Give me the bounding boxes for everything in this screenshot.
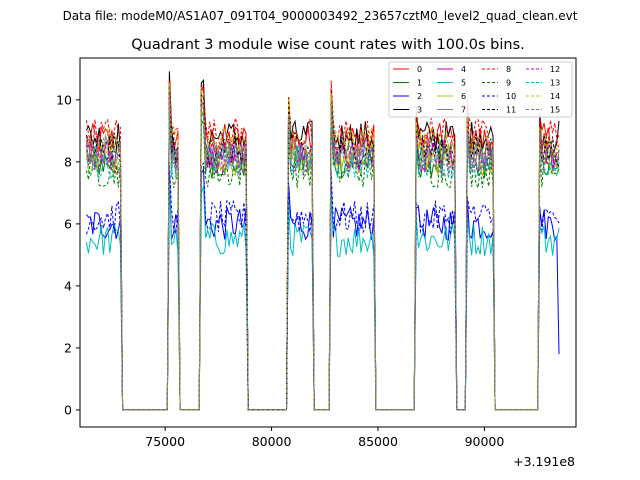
series-line-11 [85, 85, 560, 411]
legend-label-6: 6 [461, 92, 466, 101]
series-line-3 [85, 71, 560, 411]
legend-label-5: 5 [461, 79, 466, 88]
legend-label-4: 4 [461, 65, 466, 74]
legend-label-9: 9 [506, 79, 511, 88]
x-offset-label: +3.191e8 [513, 454, 575, 469]
legend-label-15: 15 [550, 106, 560, 115]
series-line-10 [85, 161, 560, 411]
series-line-4 [85, 99, 560, 411]
x-tick-label: 85000 [358, 434, 398, 449]
legend-label-3: 3 [417, 106, 422, 115]
series-line-5 [85, 182, 560, 411]
legend-label-10: 10 [506, 92, 516, 101]
plot-frame [79, 57, 577, 428]
y-tick-label: 4 [64, 278, 72, 293]
legend-label-12: 12 [550, 65, 560, 74]
legend-label-1: 1 [417, 79, 422, 88]
series-line-0 [85, 75, 560, 411]
series-layer [85, 71, 560, 411]
legend-label-7: 7 [461, 106, 466, 115]
suptitle: Data file: modeM0/AS1A07_091T04_90000034… [63, 9, 578, 23]
legend-label-13: 13 [550, 79, 560, 88]
series-line-14 [85, 82, 560, 411]
x-axis: 75000 80000 85000 90000 [145, 427, 504, 449]
y-tick-label: 10 [56, 92, 72, 107]
x-tick-label: 90000 [465, 434, 505, 449]
y-tick-label: 8 [64, 154, 72, 169]
y-tick-label: 2 [64, 340, 72, 355]
legend-label-8: 8 [506, 65, 511, 74]
x-tick-label: 75000 [145, 434, 185, 449]
y-tick-label: 6 [64, 216, 72, 231]
series-line-2 [86, 167, 560, 411]
legend-label-11: 11 [506, 106, 516, 115]
series-line-15 [85, 94, 560, 411]
series-line-8 [85, 79, 560, 411]
legend-frame [388, 61, 573, 118]
y-axis: 0 2 4 6 8 10 [56, 92, 80, 417]
legend-label-2: 2 [417, 92, 422, 101]
chart-title: Quadrant 3 module wise count rates with … [131, 37, 525, 53]
y-tick-label: 0 [64, 402, 72, 417]
x-tick-label: 80000 [252, 434, 292, 449]
legend-label-14: 14 [550, 92, 560, 101]
legend-label-0: 0 [417, 65, 422, 74]
